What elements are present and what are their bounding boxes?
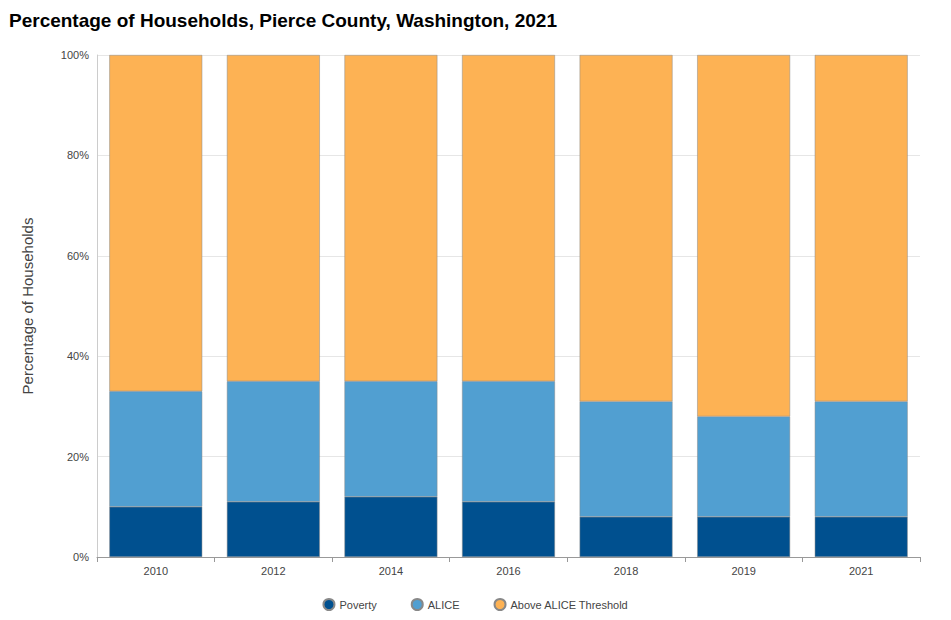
svg-text:2018: 2018 (614, 565, 638, 577)
svg-text:80%: 80% (67, 149, 89, 161)
svg-text:Above ALICE Threshold: Above ALICE Threshold (511, 599, 628, 611)
svg-text:Poverty: Poverty (339, 599, 377, 611)
svg-text:20%: 20% (67, 451, 89, 463)
svg-text:Percentage of Households, Pier: Percentage of Households, Pierce County,… (9, 10, 557, 31)
svg-text:2016: 2016 (496, 565, 520, 577)
svg-text:2010: 2010 (144, 565, 168, 577)
svg-text:ALICE: ALICE (428, 599, 460, 611)
svg-text:2012: 2012 (261, 565, 285, 577)
svg-text:0%: 0% (73, 551, 89, 563)
svg-text:60%: 60% (67, 250, 89, 262)
svg-text:2021: 2021 (849, 565, 873, 577)
svg-text:Percentage of Households: Percentage of Households (19, 218, 36, 395)
svg-text:2014: 2014 (379, 565, 403, 577)
svg-text:40%: 40% (67, 350, 89, 362)
svg-text:100%: 100% (61, 49, 89, 61)
svg-text:2019: 2019 (731, 565, 755, 577)
